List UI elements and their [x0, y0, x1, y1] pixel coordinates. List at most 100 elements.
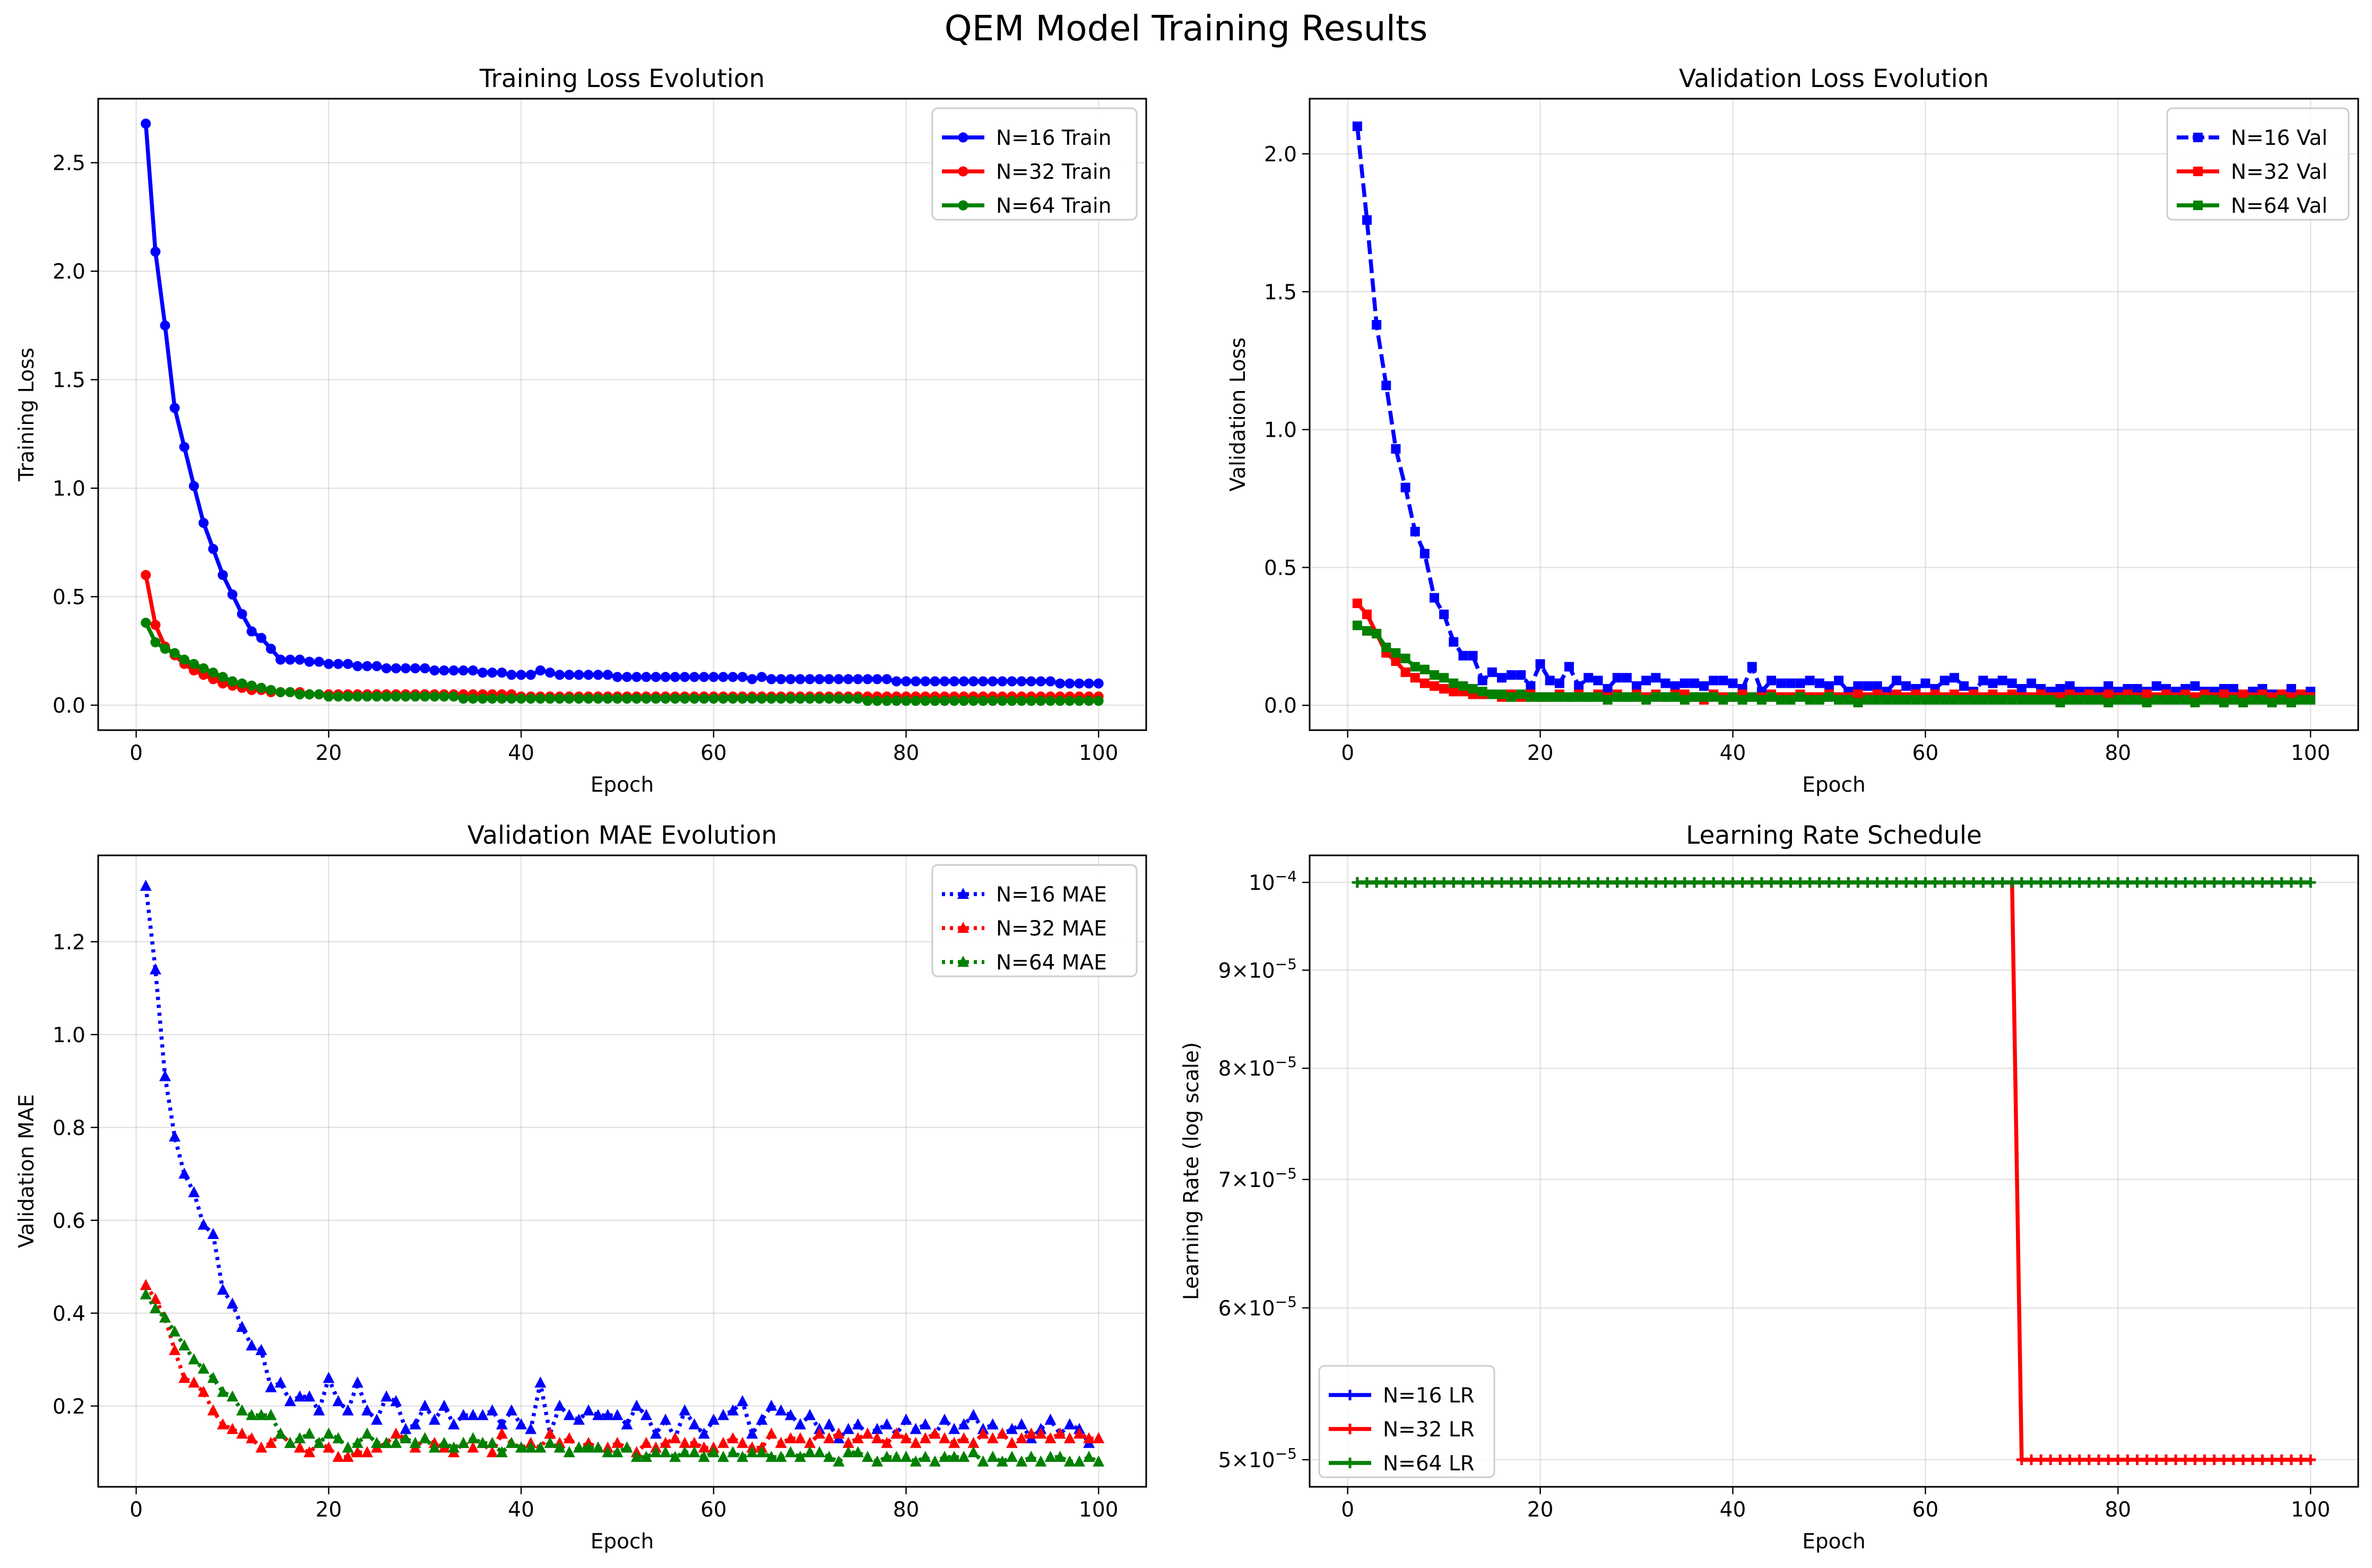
data-point	[563, 1409, 575, 1420]
data-point	[737, 1436, 749, 1448]
data-point	[1988, 695, 1998, 705]
data-point	[593, 670, 603, 680]
data-point	[342, 1404, 354, 1416]
data-point	[1969, 695, 1979, 705]
data-point	[467, 1432, 479, 1443]
data-point	[1833, 877, 1845, 888]
data-point	[698, 1441, 710, 1453]
data-point	[622, 694, 633, 704]
data-point	[861, 1427, 873, 1439]
data-point	[217, 1418, 229, 1430]
data-point	[2016, 1454, 2027, 1465]
data-point	[630, 1451, 643, 1462]
data-point	[1622, 692, 1632, 702]
data-point	[1699, 681, 1709, 691]
y-tick-label: 1.0	[53, 1024, 85, 1047]
data-point	[477, 1436, 489, 1448]
data-point	[169, 403, 180, 413]
series-n-16-train	[141, 118, 1104, 689]
data-point	[669, 1451, 681, 1462]
series-n-64-lr	[1352, 877, 2316, 888]
data-point	[1641, 877, 1652, 888]
data-point	[467, 1441, 479, 1453]
data-point	[900, 1451, 912, 1462]
data-point	[1631, 877, 1642, 888]
data-point	[824, 674, 834, 685]
series-group	[141, 118, 1104, 706]
x-tick-label: 100	[1079, 1498, 1118, 1522]
data-point	[410, 691, 421, 702]
data-point	[853, 694, 863, 704]
data-point	[2209, 695, 2219, 705]
data-point	[197, 1385, 210, 1397]
data-point	[756, 1446, 768, 1458]
data-point	[1362, 626, 1372, 636]
data-point	[1054, 1451, 1066, 1462]
data-point	[1612, 673, 1622, 683]
data-point	[555, 670, 565, 680]
data-point	[227, 676, 238, 687]
data-point	[1853, 689, 1863, 699]
data-point	[236, 1427, 248, 1439]
data-point	[978, 696, 989, 706]
data-point	[141, 618, 151, 628]
series-line	[144, 1284, 1099, 1459]
data-point	[718, 672, 729, 682]
data-point	[313, 1404, 325, 1416]
data-point	[2151, 681, 2161, 691]
data-point	[178, 1167, 191, 1179]
data-point	[2189, 877, 2201, 888]
data-point	[1593, 692, 1603, 702]
data-point	[198, 663, 209, 673]
plot-frame	[1309, 98, 2359, 731]
data-point	[496, 1446, 508, 1458]
data-point	[457, 1409, 470, 1420]
series-n-64-train	[141, 618, 1104, 706]
x-axis-label: Epoch	[591, 1530, 654, 1554]
data-point	[1689, 678, 1699, 688]
data-point	[295, 654, 305, 665]
data-point	[679, 672, 690, 682]
data-point	[2199, 877, 2210, 888]
data-point	[795, 674, 806, 685]
data-point	[1747, 662, 1757, 672]
data-point	[140, 1279, 152, 1290]
data-point	[1487, 667, 1497, 677]
data-point	[660, 672, 671, 682]
data-point	[640, 1409, 652, 1420]
data-point	[872, 674, 882, 685]
data-point	[996, 1427, 1008, 1439]
data-point	[1959, 681, 1969, 691]
series-group	[1352, 877, 2316, 1465]
data-point	[1516, 689, 1526, 699]
data-point	[2151, 695, 2161, 705]
data-point	[534, 1441, 547, 1453]
data-point	[1496, 877, 1507, 888]
data-point	[1035, 676, 1046, 687]
data-point	[1419, 549, 1430, 559]
data-point	[1044, 1432, 1057, 1443]
data-point	[967, 1436, 980, 1448]
data-point	[717, 1436, 729, 1448]
data-point	[381, 663, 392, 673]
data-point	[997, 696, 1008, 706]
data-point	[948, 1436, 960, 1448]
x-tick-label: 20	[1527, 741, 1554, 765]
data-point	[1507, 670, 1517, 680]
data-point	[1063, 1418, 1076, 1430]
data-point	[929, 1455, 941, 1467]
data-point	[1824, 692, 1834, 702]
data-point	[2257, 695, 2267, 705]
data-point	[458, 694, 469, 704]
data-point	[2007, 678, 2017, 688]
data-point	[343, 659, 353, 669]
data-point	[293, 1390, 306, 1402]
data-point	[2267, 698, 2277, 708]
data-point	[342, 1451, 354, 1462]
data-point	[977, 1427, 989, 1439]
data-point	[630, 1399, 643, 1411]
data-point	[486, 1404, 498, 1416]
data-point	[274, 1376, 287, 1388]
data-point	[188, 659, 199, 669]
data-point	[1776, 695, 1786, 705]
